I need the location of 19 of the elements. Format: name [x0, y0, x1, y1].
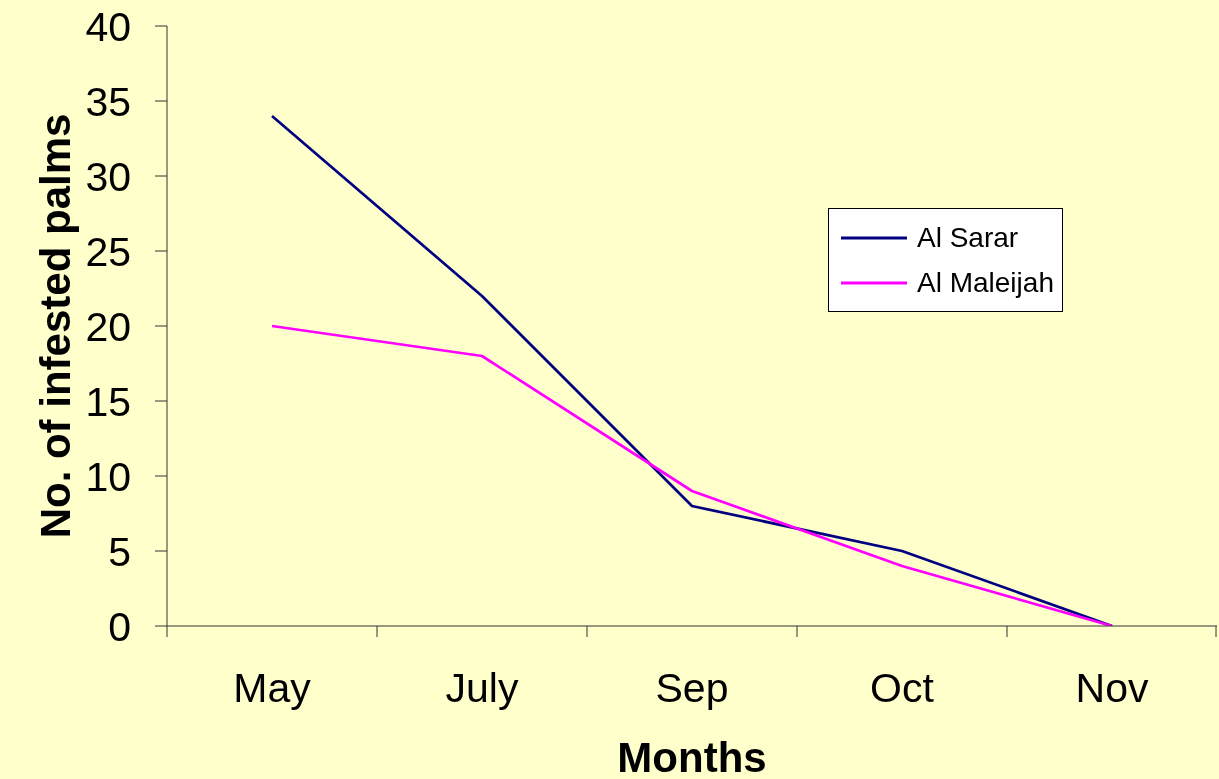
y-axis-title: No. of infested palms [31, 113, 79, 539]
y-tick-label: 25 [85, 228, 131, 275]
legend-label: Al Maleijah [917, 266, 1054, 299]
y-tick-label: 20 [85, 303, 131, 350]
x-tick-label: Oct [870, 665, 935, 711]
y-tick-label: 40 [85, 3, 131, 50]
x-tick-label: May [233, 665, 312, 711]
legend-label: Al Sarar [917, 221, 1019, 254]
y-tick-label: 30 [85, 153, 131, 200]
line-series [270, 324, 1114, 626]
y-tick-label: 35 [85, 78, 131, 125]
x-tick-label: Nov [1075, 665, 1149, 711]
x-tick-label: July [445, 665, 519, 711]
y-tick-label: 15 [85, 378, 131, 425]
y-tick-label: 10 [85, 453, 131, 500]
y-tick-label: 0 [108, 603, 131, 650]
x-tick-label: Sep [655, 665, 729, 711]
x-axis-title: Months [617, 734, 767, 779]
y-tick-label: 5 [108, 528, 131, 575]
